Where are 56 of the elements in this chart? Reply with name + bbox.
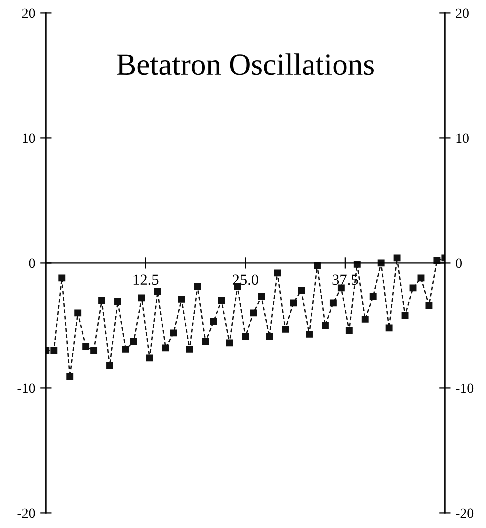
text: Betatron Oscillations bbox=[117, 54, 374, 76]
point bbox=[298, 287, 306, 294]
point bbox=[106, 362, 114, 370]
point bbox=[170, 330, 178, 337]
point bbox=[218, 297, 226, 304]
point bbox=[322, 322, 329, 330]
y-tick-label: 10 bbox=[23, 134, 36, 144]
point bbox=[418, 274, 425, 282]
point bbox=[306, 330, 313, 338]
y2-tick-label: 20 bbox=[456, 8, 469, 18]
point bbox=[362, 316, 369, 323]
point bbox=[410, 284, 417, 292]
point bbox=[210, 318, 218, 326]
point bbox=[242, 333, 250, 340]
point bbox=[130, 338, 138, 346]
point bbox=[162, 344, 170, 352]
point bbox=[266, 333, 274, 340]
point bbox=[402, 312, 409, 320]
y2-tick-label: -20 bbox=[456, 508, 474, 518]
point bbox=[74, 310, 82, 317]
point bbox=[426, 302, 433, 310]
point bbox=[146, 354, 154, 362]
point bbox=[58, 274, 66, 282]
point bbox=[346, 327, 353, 334]
point bbox=[138, 294, 146, 302]
point bbox=[290, 300, 298, 307]
point bbox=[250, 310, 258, 317]
x-tick-label: 37.5 bbox=[332, 274, 358, 286]
y-tick-label: -10 bbox=[18, 384, 36, 394]
point bbox=[154, 288, 162, 296]
point bbox=[330, 300, 337, 307]
x-tick-label: 12.5 bbox=[134, 274, 159, 286]
point bbox=[258, 293, 266, 300]
y-tick-label: 0 bbox=[29, 258, 36, 268]
point bbox=[82, 343, 90, 350]
point bbox=[194, 283, 202, 290]
point bbox=[186, 346, 194, 353]
point bbox=[394, 254, 401, 262]
point bbox=[274, 270, 282, 277]
y2-tick-label: 10 bbox=[456, 134, 469, 144]
point bbox=[114, 298, 122, 306]
point bbox=[178, 296, 186, 303]
y2-tick-label: 0 bbox=[456, 258, 462, 268]
point bbox=[50, 347, 58, 354]
point bbox=[122, 346, 130, 353]
y-tick-label: 20 bbox=[22, 8, 36, 18]
y2-tick-label: -10 bbox=[456, 384, 474, 394]
y-tick-label: -20 bbox=[18, 508, 36, 518]
point bbox=[202, 338, 210, 346]
point bbox=[226, 340, 234, 347]
point bbox=[66, 373, 74, 380]
point bbox=[98, 297, 106, 304]
point bbox=[370, 293, 377, 300]
point bbox=[90, 347, 98, 354]
point bbox=[386, 324, 393, 332]
point bbox=[282, 326, 290, 333]
